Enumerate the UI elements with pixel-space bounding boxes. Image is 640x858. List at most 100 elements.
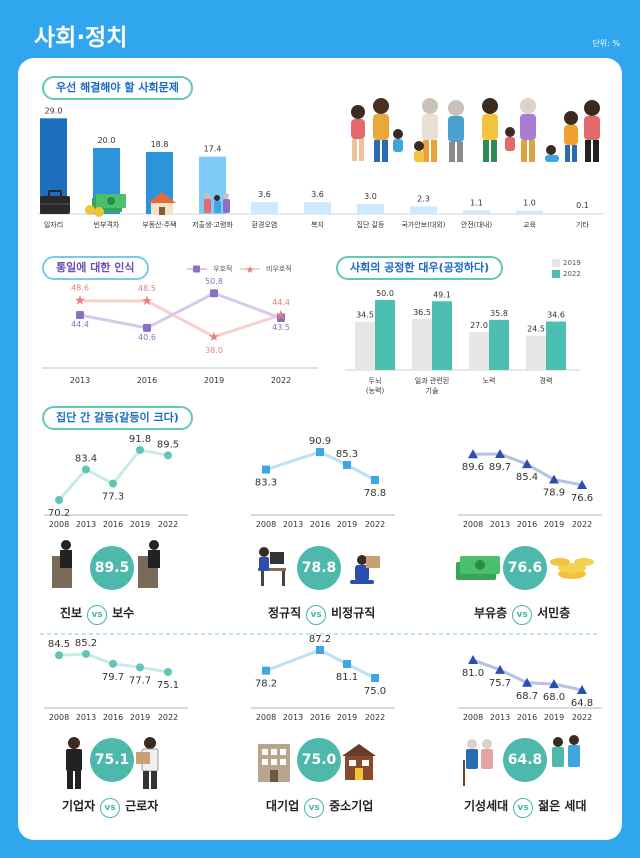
x-tick-label: 2019: [204, 376, 224, 385]
chart-marks: 29.0 일자리 20.0 빈부격차 18.8 부동산·주택 17.4 저출생·고령화 3.6 환…: [38, 106, 604, 722]
conflict-value-label: 83.4: [75, 453, 97, 464]
conflict-point: [495, 664, 505, 674]
conflict-point: [109, 479, 117, 488]
value-circle-large-small-company: 75.0: [297, 738, 341, 782]
conflict-value-label: 85.3: [336, 449, 358, 460]
bar-8: [463, 210, 490, 214]
house-icon: [148, 192, 176, 215]
bar-value-label: 18.8: [151, 140, 169, 149]
x-tick-label: 2016: [103, 520, 123, 529]
section-title-problems: 우선 해결해야 할 사회문제: [42, 76, 193, 100]
fairness-value-label: 49.1: [433, 290, 451, 299]
fairness-bar-2022: [489, 319, 509, 370]
money-icon: [85, 194, 126, 217]
x-tick-label: 2019: [544, 520, 564, 529]
bar-category-label: 안전(대내): [461, 220, 492, 229]
conflict-point: [82, 465, 90, 474]
x-tick-label: 2013: [283, 713, 303, 722]
legend-2019: 2019: [552, 259, 581, 267]
fairness-category-label: 기술: [426, 386, 439, 395]
favorable-point: [76, 311, 84, 319]
conflict-value-label: 77.3: [102, 492, 124, 503]
x-tick-label: 2019: [337, 520, 357, 529]
bar-5: [304, 202, 331, 214]
bar-6: [357, 204, 384, 214]
young-couple-icon: [552, 735, 580, 767]
x-tick-label: 2016: [103, 713, 123, 722]
bar-value-label: 3.0: [364, 192, 377, 201]
svg-text:★: ★: [246, 265, 255, 274]
conflict-value-label: 89.6: [462, 462, 484, 473]
favorable-point: [210, 289, 218, 298]
fairness-bar-2022: [546, 321, 566, 370]
businessman-icon: [66, 737, 82, 789]
bar-7: [410, 206, 437, 214]
bar-value-label: 29.0: [45, 106, 63, 115]
legend-2022-label: 2022: [563, 270, 581, 278]
conflict-value-label: 77.7: [129, 675, 151, 686]
conflict-point: [522, 677, 532, 687]
conflict-value-label: 68.0: [543, 692, 565, 703]
conflict-value-label: 64.8: [571, 698, 593, 709]
x-tick-label: 2019: [130, 713, 150, 722]
section-title-conflict: 집단 간 갈등(갈등이 크다): [42, 406, 193, 430]
conflict-point: [262, 465, 270, 474]
fairness-value-label: 36.5: [413, 308, 431, 317]
podium-speakers-icon: [52, 540, 160, 588]
unit-label: 단위: %: [592, 39, 620, 48]
pair-label-regular-irregular: 정규직 vs 비정규직: [268, 604, 375, 625]
favorable-point: [277, 314, 285, 323]
pair-label-progressive-conservative: 진보 vs 보수: [60, 604, 134, 625]
conflict-point: [109, 659, 117, 668]
conflict-value-label: 79.7: [102, 672, 124, 683]
unfavorable-point: ★: [141, 294, 153, 309]
conflict-value-label: 91.8: [129, 434, 151, 445]
bar-category-label: 저출생·고령화: [192, 220, 233, 229]
fairness-bar-2019: [469, 332, 489, 370]
conflict-line: [265, 450, 376, 482]
section-title-unification: 통일에 대한 인식: [42, 256, 149, 280]
bar-value-label: 3.6: [258, 190, 271, 199]
unfavorable-value-label: 38.0: [205, 346, 223, 355]
conflict-point: [164, 668, 172, 676]
favorable-value-label: 50.8: [205, 277, 223, 286]
delivery-worker-icon: [350, 555, 380, 584]
unfavorable-point: ★: [74, 294, 86, 309]
x-tick-label: 2013: [490, 520, 510, 529]
section-title-fairness: 사회의 공정한 대우(공정하다): [336, 256, 504, 280]
x-tick-label: 2016: [310, 520, 330, 529]
small-shop-icon: [342, 744, 376, 780]
conflict-line: [265, 648, 376, 680]
conflict-point: [343, 460, 351, 469]
bar-value-label: 2.3: [417, 194, 430, 203]
bar-category-label: 환경오염: [252, 220, 278, 229]
conflict-value-label: 87.2: [309, 634, 331, 645]
fairness-category-label: 두뇌: [369, 376, 382, 385]
conflict-point: [136, 663, 144, 672]
x-tick-label: 2022: [572, 520, 592, 529]
x-tick-label: 2022: [572, 713, 592, 722]
conflict-point: [549, 679, 559, 689]
conflict-value-label: 85.4: [516, 472, 538, 483]
bar-3: [199, 156, 226, 214]
conflict-value-label: 81.1: [336, 672, 358, 683]
bar-category-label: 빈부격차: [94, 220, 120, 229]
conflict-value-label: 75.7: [489, 678, 511, 689]
x-tick-label: 2022: [158, 520, 178, 529]
elderly-child-icon: [204, 193, 230, 213]
bar-category-label: 부동산·주택: [142, 220, 176, 229]
value-circle-rich-poor: 76.6: [503, 546, 547, 590]
x-tick-label: 2022: [365, 520, 385, 529]
x-tick-label: 2013: [76, 520, 96, 529]
conflict-point: [495, 449, 505, 458]
bar-category-label: 교육: [523, 221, 536, 229]
favorable-line: [79, 291, 282, 330]
x-tick-label: 2008: [49, 520, 69, 529]
conflict-value-label: 78.9: [543, 488, 565, 499]
fairness-value-label: 24.5: [527, 325, 545, 334]
bar-category-label: 기타: [576, 220, 589, 229]
fairness-category-label: 노력: [483, 377, 496, 385]
fairness-value-label: 34.6: [547, 311, 565, 320]
large-building-icon: [258, 744, 290, 782]
legend-2019-label: 2019: [563, 259, 581, 267]
